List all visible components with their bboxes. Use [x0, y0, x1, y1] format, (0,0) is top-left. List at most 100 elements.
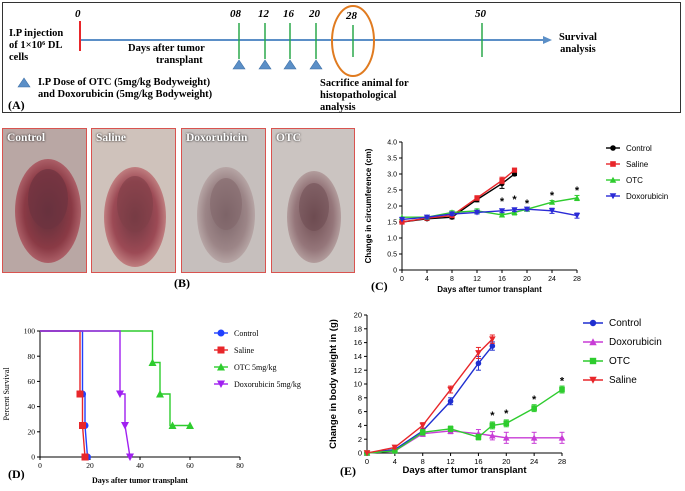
y-tick-label: 0 — [358, 449, 362, 458]
y-tick-label: 6 — [358, 407, 362, 416]
data-point — [573, 194, 581, 201]
data-point — [447, 386, 454, 393]
day-label-50: 50 — [475, 8, 486, 20]
y-tick-label: 0 — [393, 268, 397, 275]
data-point — [559, 386, 565, 393]
legend-marker — [610, 145, 616, 151]
photo-saline-image — [92, 129, 175, 272]
legend-label: Control — [234, 329, 259, 338]
x-tick-label: 16 — [474, 457, 482, 466]
x-tick-label: 20 — [502, 457, 510, 466]
y-tick-label: 16 — [354, 338, 362, 347]
x-axis-label: Days after tumor transplant — [92, 476, 188, 485]
data-point — [398, 216, 406, 223]
data-point — [79, 422, 86, 429]
sacrifice-circle — [331, 5, 375, 77]
data-point — [489, 343, 496, 349]
x-tick-label: 28 — [573, 276, 581, 283]
x-tick-label: 24 — [530, 457, 538, 466]
day-label-28: 28 — [346, 10, 357, 22]
data-point — [447, 426, 454, 432]
x-tick-label: 12 — [446, 457, 454, 466]
legend-label: Saline — [626, 160, 649, 169]
y-tick-label: 3.5 — [387, 156, 397, 163]
dose-triangle-icon — [309, 59, 323, 70]
data-point — [121, 422, 129, 430]
x-tick-label: 8 — [450, 276, 454, 283]
data-point — [363, 450, 371, 457]
x-axis-label: Days after tumor transplant — [437, 285, 542, 294]
significance-marker: * — [490, 410, 495, 422]
data-point — [475, 360, 482, 367]
x-tick-label: 0 — [38, 461, 42, 470]
data-point — [548, 199, 556, 205]
legend-marker — [610, 161, 616, 167]
data-point — [392, 448, 398, 454]
x-tick-label: 0 — [365, 457, 369, 466]
data-point — [148, 358, 157, 366]
day-label-0: 0 — [75, 8, 81, 20]
x-tick-label: 12 — [473, 276, 481, 283]
data-point — [498, 211, 506, 218]
chart-d-survival: 0 20 40 60 80 0 20 40 60 80 100 Days after tumor tr… — [2, 327, 301, 485]
series-line — [40, 330, 190, 427]
timeline-svg — [17, 5, 552, 88]
panel-a-timeline: I.P injection of 1×10⁶ DL cells 0 08 12 … — [2, 2, 681, 113]
y-tick-label: 80 — [28, 352, 36, 361]
x-tick-label: 20 — [523, 276, 531, 283]
legend-marker — [217, 329, 225, 337]
significance-marker: * — [525, 198, 530, 210]
significance-marker: * — [550, 190, 555, 202]
legend-label: Doxorubicin — [626, 192, 668, 201]
data-point — [511, 207, 518, 213]
legend-label: Saline — [609, 375, 637, 386]
data-point — [499, 177, 505, 183]
panel-letter: (D) — [8, 467, 25, 481]
legend-label: Control — [609, 318, 641, 329]
legend-marker — [609, 193, 617, 200]
data-point — [474, 195, 480, 201]
y-tick-label: 100 — [24, 327, 36, 336]
y-tick-label: 18 — [354, 324, 362, 333]
data-point — [531, 405, 537, 411]
data-point — [419, 422, 427, 429]
legend: Control Doxorubicin OTC Saline — [583, 318, 662, 386]
data-point — [498, 208, 506, 214]
y-tick-label: 1.0 — [387, 236, 397, 243]
series-line — [366, 345, 493, 454]
data-point — [489, 422, 496, 429]
data-point — [475, 434, 482, 440]
y-tick-label: 20 — [28, 427, 36, 436]
dose-legend-label: I.P Dose of OTC (5mg/kg Bodyweight) and … — [38, 77, 213, 100]
x-tick-label: 80 — [236, 461, 244, 470]
y-tick-label: 14 — [354, 352, 362, 361]
data-point — [489, 432, 496, 439]
photo-label-doxorubicin: Doxorubicin — [186, 132, 248, 144]
injection-label: I.P injection of 1×10⁶ DL cells — [9, 28, 64, 63]
x-tick-label: 0 — [400, 276, 404, 283]
x-tick-label: 4 — [393, 457, 397, 466]
significance-marker: * — [560, 376, 565, 388]
data-point — [81, 453, 89, 461]
y-tick-label: 0 — [31, 453, 35, 462]
day-label-12: 12 — [258, 8, 269, 20]
y-tick-label: 0.5 — [387, 252, 397, 259]
data-point — [423, 214, 431, 221]
data-point — [530, 434, 538, 441]
series-doxorubicin-5mg-kg — [40, 330, 134, 461]
photo-saline: Saline — [91, 128, 176, 273]
y-tick-label: 4.0 — [387, 140, 397, 147]
photo-doxorubicin: Doxorubicin — [181, 128, 266, 273]
series-saline — [363, 334, 496, 457]
x-tick-label: 60 — [186, 461, 194, 470]
photo-otc: OTC — [271, 128, 355, 273]
x-tick-label: 16 — [498, 276, 506, 283]
y-tick-label: 8 — [358, 393, 362, 402]
legend-label: Doxorubicin — [609, 337, 662, 348]
significance-marker: * — [504, 408, 509, 420]
x-tick-label: 28 — [558, 457, 566, 466]
x-tick-label: 40 — [136, 461, 144, 470]
y-axis-label: Percent Survival — [2, 367, 11, 421]
legend-marker — [589, 319, 597, 327]
